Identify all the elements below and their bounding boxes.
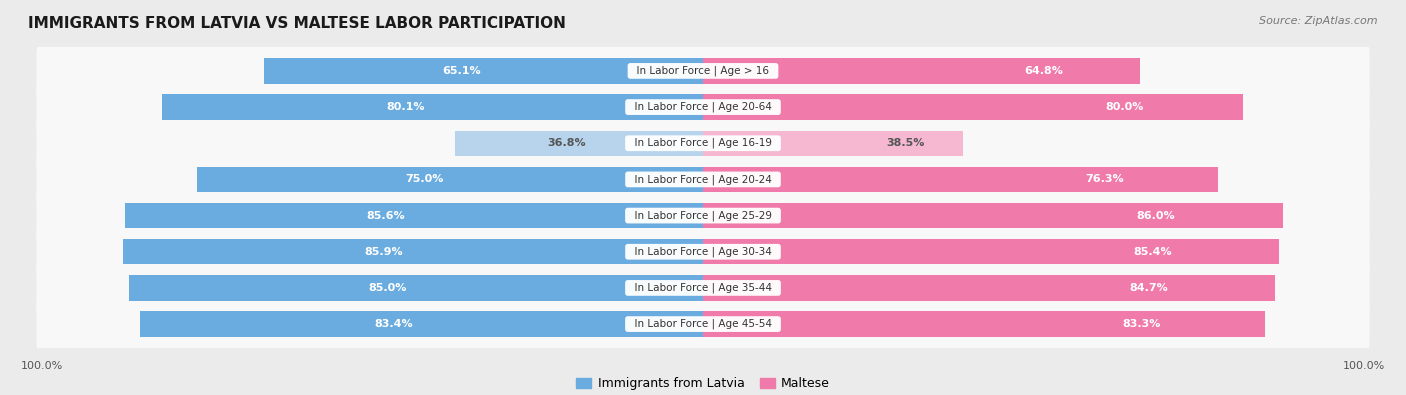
Bar xyxy=(703,275,1275,301)
FancyBboxPatch shape xyxy=(37,44,1369,98)
Bar xyxy=(141,311,703,337)
Text: In Labor Force | Age 20-24: In Labor Force | Age 20-24 xyxy=(628,174,778,185)
Bar xyxy=(454,131,703,156)
Text: 65.1%: 65.1% xyxy=(441,66,481,76)
Text: 86.0%: 86.0% xyxy=(1136,211,1175,220)
Text: 85.0%: 85.0% xyxy=(368,283,406,293)
Text: 76.3%: 76.3% xyxy=(1085,175,1123,184)
Text: 85.6%: 85.6% xyxy=(366,211,405,220)
Text: In Labor Force | Age 30-34: In Labor Force | Age 30-34 xyxy=(628,246,778,257)
Bar xyxy=(703,94,1243,120)
Text: 64.8%: 64.8% xyxy=(1025,66,1063,76)
FancyBboxPatch shape xyxy=(37,297,1369,351)
Text: 85.9%: 85.9% xyxy=(364,247,404,257)
FancyBboxPatch shape xyxy=(37,152,1369,207)
Text: 80.0%: 80.0% xyxy=(1105,102,1143,112)
FancyBboxPatch shape xyxy=(37,296,1369,350)
FancyBboxPatch shape xyxy=(37,115,1369,169)
Text: 100.0%: 100.0% xyxy=(21,361,63,371)
FancyBboxPatch shape xyxy=(37,188,1369,243)
Bar xyxy=(264,58,703,84)
FancyBboxPatch shape xyxy=(37,79,1369,134)
Bar xyxy=(163,94,703,120)
Text: In Labor Force | Age 25-29: In Labor Force | Age 25-29 xyxy=(627,210,779,221)
Bar xyxy=(703,239,1279,264)
Text: 84.7%: 84.7% xyxy=(1129,283,1168,293)
Bar xyxy=(129,275,703,301)
Bar xyxy=(703,203,1284,228)
FancyBboxPatch shape xyxy=(37,225,1369,279)
Text: Source: ZipAtlas.com: Source: ZipAtlas.com xyxy=(1260,16,1378,26)
Text: 83.4%: 83.4% xyxy=(374,319,413,329)
FancyBboxPatch shape xyxy=(37,43,1369,97)
Text: 83.3%: 83.3% xyxy=(1122,319,1161,329)
Text: In Labor Force | Age 35-44: In Labor Force | Age 35-44 xyxy=(627,283,779,293)
FancyBboxPatch shape xyxy=(37,188,1369,242)
Text: 38.5%: 38.5% xyxy=(886,138,925,148)
Bar xyxy=(703,58,1140,84)
Text: 85.4%: 85.4% xyxy=(1133,247,1171,257)
Text: In Labor Force | Age 16-19: In Labor Force | Age 16-19 xyxy=(627,138,779,149)
Bar xyxy=(124,239,703,264)
FancyBboxPatch shape xyxy=(37,261,1369,315)
Bar xyxy=(703,167,1218,192)
Bar xyxy=(703,311,1265,337)
Text: IMMIGRANTS FROM LATVIA VS MALTESE LABOR PARTICIPATION: IMMIGRANTS FROM LATVIA VS MALTESE LABOR … xyxy=(28,16,567,31)
Bar xyxy=(197,167,703,192)
Bar xyxy=(125,203,703,228)
FancyBboxPatch shape xyxy=(37,80,1369,134)
Text: 80.1%: 80.1% xyxy=(387,102,425,112)
Legend: Immigrants from Latvia, Maltese: Immigrants from Latvia, Maltese xyxy=(571,372,835,395)
Text: In Labor Force | Age 20-64: In Labor Force | Age 20-64 xyxy=(628,102,778,112)
FancyBboxPatch shape xyxy=(37,116,1369,170)
Text: 36.8%: 36.8% xyxy=(547,138,586,148)
Text: In Labor Force | Age 45-54: In Labor Force | Age 45-54 xyxy=(627,319,779,329)
Bar xyxy=(703,131,963,156)
FancyBboxPatch shape xyxy=(37,260,1369,314)
FancyBboxPatch shape xyxy=(37,224,1369,278)
Text: 100.0%: 100.0% xyxy=(1343,361,1385,371)
FancyBboxPatch shape xyxy=(37,152,1369,206)
Text: In Labor Force | Age > 16: In Labor Force | Age > 16 xyxy=(630,66,776,76)
Text: 75.0%: 75.0% xyxy=(405,175,444,184)
